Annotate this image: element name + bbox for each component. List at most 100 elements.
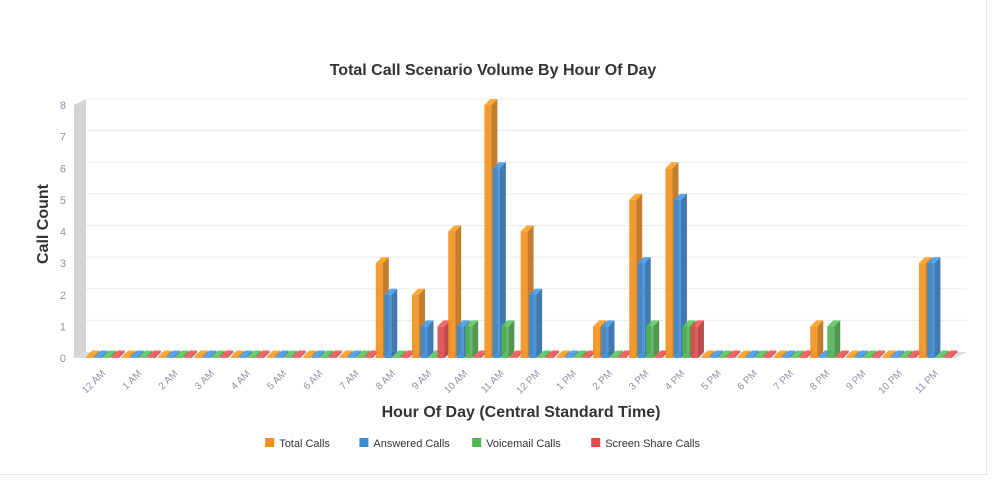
x-tick-label: 12 AM [80,368,108,396]
bar-top [492,162,506,169]
bar-front [727,356,735,358]
bar-front [392,356,400,358]
legend-item-voicemail-calls[interactable]: Voicemail Calls [472,438,561,450]
bar-side [237,350,244,358]
x-tick-label: 11 AM [479,368,506,395]
axes [74,99,967,358]
bar-top [501,320,515,327]
y-tick-label: 0 [60,353,66,365]
bar-front [827,326,835,358]
x-tick-label: 7 AM [338,368,362,392]
bar-front [782,356,790,358]
bar-screen-share-calls [220,350,234,358]
bar-side [254,350,261,358]
bar-side [761,350,768,358]
bar-front [891,356,899,358]
bar-front [384,294,392,358]
bar-front [456,326,464,358]
bar-top [718,350,732,357]
bar-screen-share-calls [546,350,560,358]
bar-side [227,350,234,358]
bar-front [167,356,175,358]
bar-front [556,356,564,358]
legend-item-answered-calls[interactable]: Answered Calls [359,438,450,450]
bar-side [201,350,208,358]
bar-total-calls [701,350,715,358]
bar-front [908,356,916,358]
bar-top [167,350,181,357]
bar-side [118,350,125,358]
x-tick-label: 6 AM [302,368,326,392]
bar-front [673,199,681,358]
bar-front [665,168,673,358]
bar-front [230,356,238,358]
bar-total-calls [267,350,281,358]
bar-top [284,350,298,357]
bar-top [103,350,117,357]
bar-front [428,356,436,358]
legend-item-screen-share-calls[interactable]: Screen Share Calls [591,438,700,450]
bar-front [863,356,871,358]
bar-side [951,350,958,358]
y-tick-label: 5 [60,195,66,207]
bar-answered-calls [275,350,289,358]
bar-front [275,356,283,358]
bar-voicemail-calls [356,350,370,358]
x-tick-label: 1 PM [555,368,579,392]
bar-side [318,350,325,358]
bar-top [194,350,208,357]
bar-total-calls [122,350,136,358]
bar-top [437,320,451,327]
bar-front [774,356,782,358]
bar-top [891,350,905,357]
bar-side [299,350,306,358]
bar-voicemail-calls [610,350,624,358]
bar-front [610,356,618,358]
bar-front [935,356,943,358]
x-tick-label: 10 PM [877,368,905,396]
bar-side [129,350,136,358]
bar-screen-share-calls [727,350,741,358]
bar-answered-calls [529,288,543,358]
chart-title: Total Call Scenario Volume By Hour Of Da… [330,62,657,79]
bar-voicemail-calls [899,350,913,358]
x-tick-label: 5 PM [699,368,723,392]
bar-front [618,356,626,358]
bar-screen-share-calls [328,350,342,358]
bar-front [311,356,319,358]
bar-front [944,356,952,358]
bar-top [935,350,949,357]
bar-side [898,350,905,358]
bar-top [827,320,841,327]
bar-total-calls [774,350,788,358]
bar-front [86,356,94,358]
bar-side [717,350,724,358]
bar-top [509,350,523,357]
x-tick-label: 1 AM [121,368,145,392]
bar-answered-calls [673,193,687,358]
bar-answered-calls [203,350,217,358]
bar-front [111,356,119,358]
bar-front [484,105,492,358]
bar-screen-share-calls [871,350,885,358]
bar-side [110,350,117,358]
bar-top [918,257,932,264]
bar-answered-calls [167,350,181,358]
bar-top [147,350,161,357]
legend-item-total-calls[interactable]: Total Calls [265,438,330,450]
bar-top [835,350,849,357]
bar-front [546,356,554,358]
bar-side [182,350,189,358]
bar-answered-calls [601,320,615,358]
bar-side [878,350,885,358]
bar-front [420,326,428,358]
bar-answered-calls [854,350,868,358]
bar-voicemail-calls [791,350,805,358]
bar-total-calls [810,320,824,358]
bar-top [211,350,225,357]
bar-side [906,350,913,358]
y-tick-label: 4 [60,227,66,239]
x-tick-label: 11 PM [913,368,941,396]
bar-top [854,350,868,357]
bar-voicemail-calls [392,350,406,358]
